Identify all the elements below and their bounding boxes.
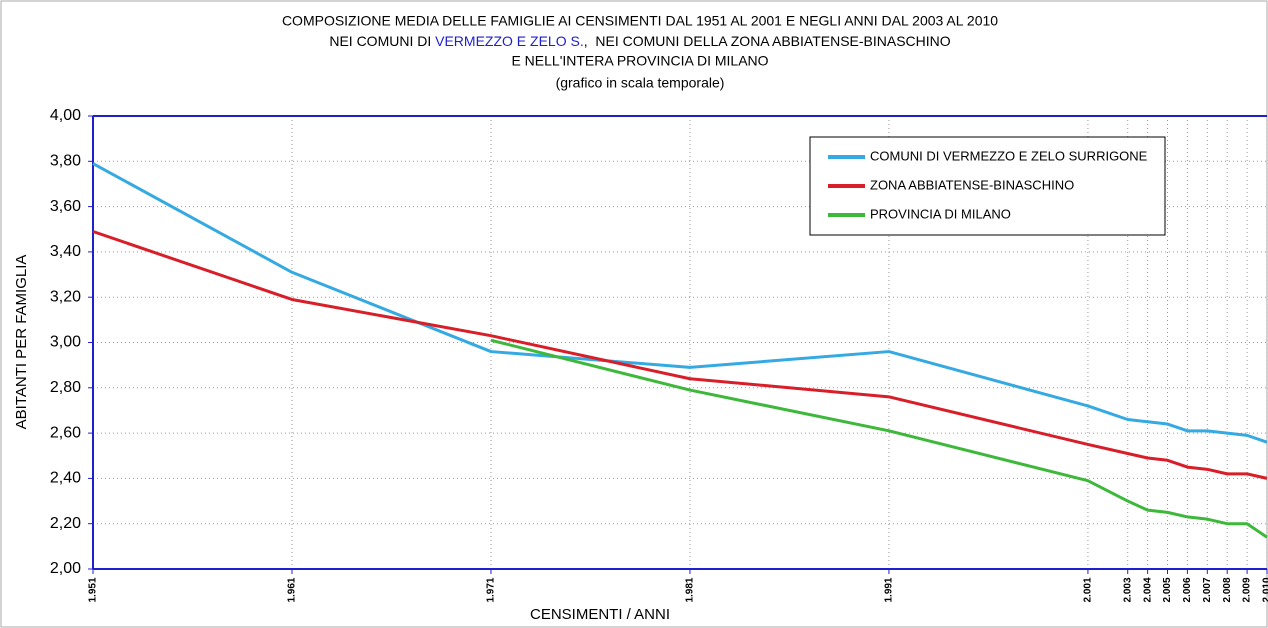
y-tick-label: 3,00 — [50, 334, 81, 351]
x-tick-label: 2.005 — [1162, 577, 1173, 602]
legend-box — [809, 136, 1166, 236]
title-part: , NEI COMUNI DELLA ZONA ABBIATENSE-BINAS… — [584, 33, 951, 49]
chart-title: E NELL'INTERA PROVINCIA DI MILANO — [511, 53, 768, 69]
x-tick-label: 2.006 — [1182, 577, 1193, 602]
chart-subtitle: (grafico in scala temporale) — [556, 75, 725, 91]
x-tick-label: 2.007 — [1202, 577, 1213, 602]
chart-title: NEI COMUNI DI VERMEZZO E ZELO S., NEI CO… — [329, 33, 950, 49]
y-tick-label: 2,60 — [50, 424, 81, 441]
y-tick-label: 2,00 — [50, 560, 81, 577]
chart-title: COMPOSIZIONE MEDIA DELLE FAMIGLIE AI CEN… — [282, 13, 998, 29]
x-tick-label: 2.008 — [1222, 577, 1233, 602]
x-tick-label: 2.010 — [1262, 577, 1268, 602]
y-tick-label: 3,80 — [50, 153, 81, 170]
x-tick-label: 1.951 — [88, 577, 99, 602]
y-tick-label: 4,00 — [50, 107, 81, 124]
x-tick-label: 1.981 — [685, 577, 696, 602]
series-line — [92, 162, 1268, 444]
y-tick-label: 2,80 — [50, 379, 81, 396]
x-tick-label: 2.001 — [1083, 577, 1094, 602]
x-tick-label: 1.961 — [287, 577, 298, 602]
y-tick-label: 3,20 — [50, 288, 81, 305]
legend-label: COMUNI DI VERMEZZO E ZELO SURRIGONE — [870, 148, 1148, 163]
title-part: VERMEZZO E ZELO S. — [435, 33, 584, 49]
y-tick-label: 2,20 — [50, 515, 81, 532]
x-tick-label: 1.991 — [884, 577, 895, 602]
y-axis-label: ABITANTI PER FAMIGLIA — [13, 255, 30, 430]
x-tick-label: 2.004 — [1142, 577, 1153, 602]
series-line — [490, 338, 1268, 539]
x-axis-label: CENSIMENTI / ANNI — [530, 606, 670, 623]
y-tick-label: 3,40 — [50, 243, 81, 260]
x-tick-label: 1.971 — [486, 577, 497, 602]
y-tick-label: 3,60 — [50, 198, 81, 215]
x-tick-label: 2.009 — [1242, 577, 1253, 602]
title-part: NEI COMUNI DI — [329, 33, 435, 49]
legend-label: ZONA ABBIATENSE-BINASCHINO — [870, 177, 1074, 192]
series-line — [92, 230, 1268, 480]
legend-label: PROVINCIA DI MILANO — [870, 206, 1011, 221]
y-tick-label: 2,40 — [50, 470, 81, 487]
x-tick-label: 2.003 — [1122, 577, 1133, 602]
